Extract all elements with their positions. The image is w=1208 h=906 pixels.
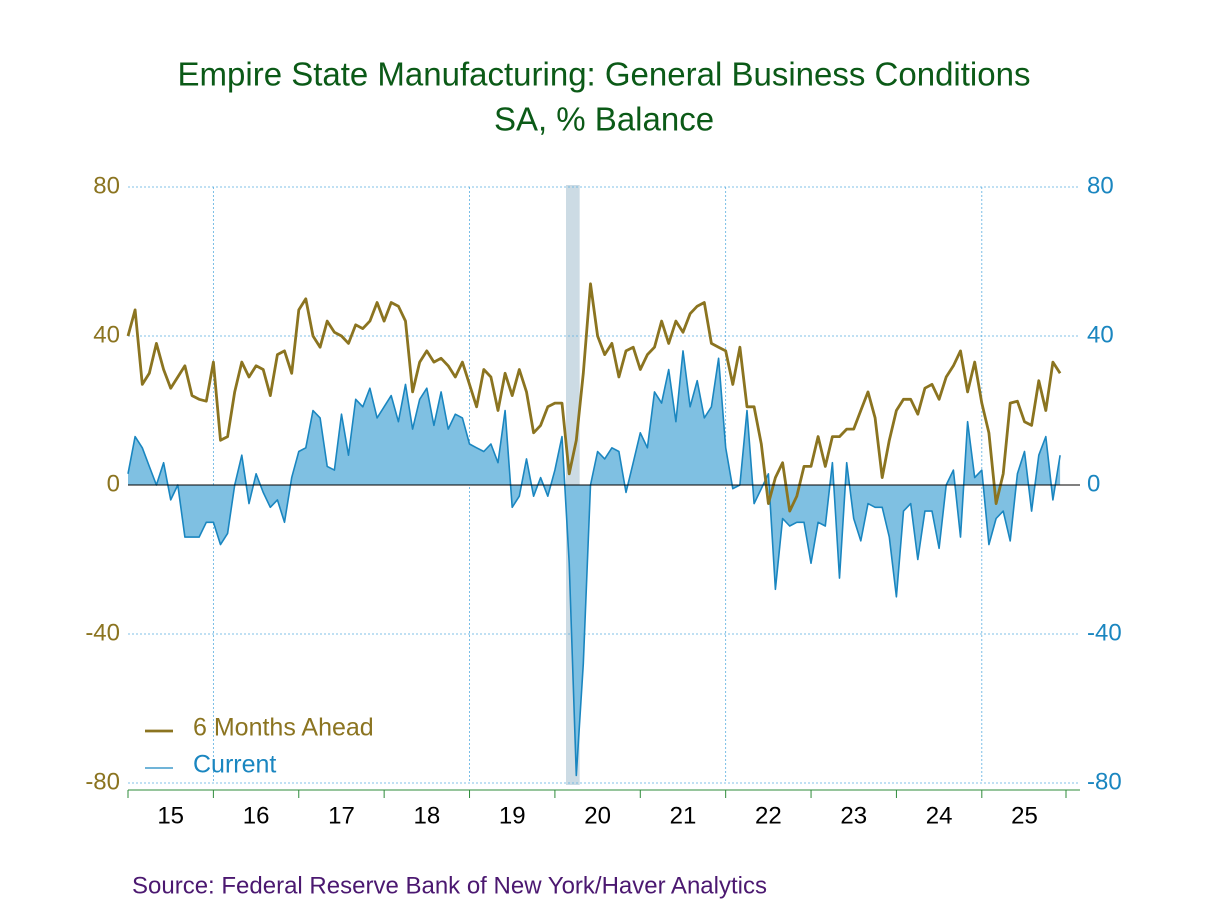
y2-tick-label: 80 bbox=[1087, 172, 1114, 199]
x-tick-label: 18 bbox=[413, 802, 440, 829]
area bbox=[128, 350, 1061, 776]
x-tick-label: 23 bbox=[840, 802, 867, 829]
y2-tick-label: -40 bbox=[1087, 619, 1122, 646]
y-tick-label: -80 bbox=[85, 768, 120, 795]
y2-tick-label: 40 bbox=[1087, 321, 1114, 348]
y-tick-label: 0 bbox=[107, 470, 120, 497]
y-tick-label: 40 bbox=[93, 321, 120, 348]
x-tick-label: 20 bbox=[584, 802, 611, 829]
legend-label: 6 Months Ahead bbox=[193, 714, 374, 742]
x-tick-label: 25 bbox=[1011, 802, 1038, 829]
line bbox=[127, 350, 1061, 777]
y2-tick-label: -80 bbox=[1087, 768, 1122, 795]
x-tick-label: 17 bbox=[328, 802, 355, 829]
chart-title: Empire State Manufacturing: General Busi… bbox=[178, 56, 1031, 93]
y-tick-label: -40 bbox=[85, 619, 120, 646]
y-tick-label: 80 bbox=[93, 172, 120, 199]
x-tick-label: 15 bbox=[157, 802, 184, 829]
x-tick-label: 21 bbox=[670, 802, 697, 829]
x-tick-label: 22 bbox=[755, 802, 782, 829]
y2-tick-label: 0 bbox=[1087, 470, 1100, 497]
source-note: Source: Federal Reserve Bank of New York… bbox=[132, 872, 767, 899]
x-tick-label: 16 bbox=[243, 802, 270, 829]
chart-subtitle: SA, % Balance bbox=[494, 101, 714, 138]
x-tick-label: 19 bbox=[499, 802, 526, 829]
line bbox=[126, 282, 1062, 513]
legend-label: Current bbox=[193, 751, 276, 779]
x-tick-label: 24 bbox=[926, 802, 953, 829]
